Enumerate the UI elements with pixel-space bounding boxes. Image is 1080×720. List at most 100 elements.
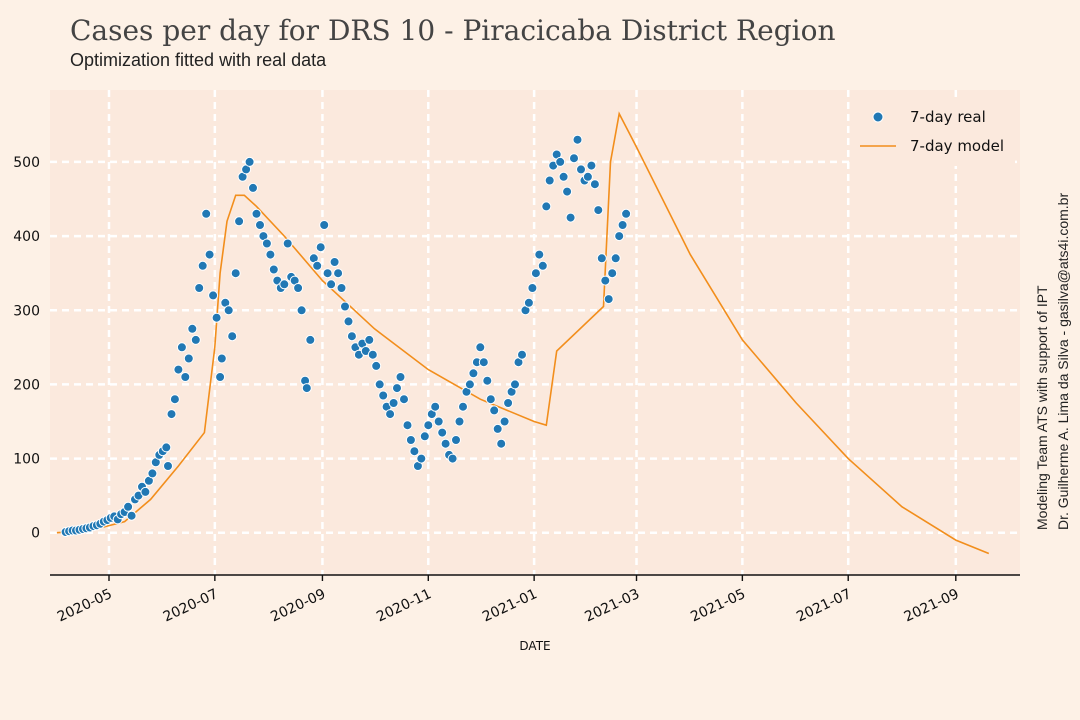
real-data-point (458, 401, 468, 412)
real-data-point (374, 379, 385, 390)
real-data-point (265, 249, 276, 260)
real-data-point (336, 283, 347, 293)
y-tick-label: 200 (13, 377, 40, 393)
real-data-point (423, 420, 434, 431)
real-data-point (244, 156, 255, 167)
x-tick-label: 2020-11 (374, 586, 434, 625)
real-data-point (478, 357, 489, 368)
chart-subtitle: Optimization fitted with real data (70, 50, 327, 70)
x-axis-label: DATE (519, 639, 550, 653)
real-data-point (367, 349, 378, 360)
real-data-point (173, 364, 184, 375)
real-data-point (440, 438, 451, 449)
legend-label-real: 7-day real (910, 108, 986, 126)
real-data-point (451, 435, 461, 445)
real-data-point (315, 242, 326, 253)
real-data-point (503, 398, 514, 408)
legend-box (850, 100, 1015, 166)
x-tick-label: 2021-09 (902, 586, 962, 625)
real-series (60, 134, 632, 537)
real-data-point (223, 305, 234, 316)
y-axis-ticks: 0 100 200 300 400 500 (13, 155, 40, 542)
real-data-point (544, 175, 555, 186)
real-data-point (399, 394, 409, 405)
real-data-point (433, 416, 444, 427)
legend: 7-day real 7-day model (850, 100, 1015, 166)
real-data-point (565, 212, 576, 223)
real-data-point (268, 264, 279, 275)
real-data-point (395, 372, 406, 382)
real-data-point (176, 342, 187, 353)
real-data-point (454, 416, 465, 427)
real-data-point (204, 249, 215, 260)
real-data-point (147, 468, 158, 479)
real-data-point (447, 453, 458, 464)
y-tick-label: 100 (13, 452, 40, 468)
real-data-point (482, 375, 493, 386)
x-axis-ticks: 2020-05 2020-07 2020-09 2020-11 2021-01 2021-… (55, 575, 962, 625)
real-data-point (216, 353, 227, 364)
x-tick-label: 2020-09 (268, 586, 328, 625)
real-data-point (576, 164, 586, 175)
real-data-point (248, 182, 258, 193)
real-data-point (541, 201, 552, 212)
real-data-point (572, 134, 583, 145)
real-data-point (593, 205, 604, 216)
real-data-point (333, 268, 344, 279)
legend-marker-real (872, 111, 884, 123)
real-data-point (464, 379, 475, 390)
real-data-point (293, 283, 304, 293)
real-data-point (187, 323, 198, 334)
real-data-point (523, 297, 534, 308)
real-data-point (340, 301, 350, 312)
real-data-point (364, 334, 375, 345)
real-data-point (586, 160, 597, 171)
real-data-point (537, 260, 548, 271)
real-data-point (496, 438, 507, 449)
legend-label-model: 7-day model (910, 137, 1004, 155)
real-data-point (190, 334, 201, 345)
x-tick-label: 2020-05 (55, 586, 115, 625)
x-tick-label: 2021-01 (480, 586, 540, 625)
real-data-point (499, 416, 510, 427)
real-data-point (555, 156, 566, 167)
real-data-point (489, 405, 500, 416)
real-data-point (166, 409, 177, 420)
real-data-point (468, 368, 479, 379)
real-data-point (388, 398, 399, 408)
real-data-point (343, 316, 354, 327)
real-data-point (183, 353, 194, 364)
real-data-point (371, 360, 382, 371)
real-data-point (492, 423, 503, 434)
real-data-point (621, 208, 632, 219)
credits: Modeling Team ATS with support of IPT Dr… (1034, 193, 1071, 530)
real-data-point (215, 372, 226, 382)
real-data-point (201, 208, 212, 219)
y-tick-label: 400 (13, 229, 40, 245)
real-data-point (607, 268, 618, 279)
real-data-point (319, 220, 330, 230)
real-data-point (527, 283, 538, 293)
real-data-point (296, 305, 307, 316)
real-data-point (211, 312, 222, 323)
real-data-point (600, 275, 611, 286)
real-data-point (234, 216, 245, 227)
chart-title: Cases per day for DRS 10 - Piracicaba Di… (70, 14, 836, 47)
model-series (56, 111, 990, 555)
real-data-point (596, 253, 607, 264)
real-data-point (123, 501, 134, 512)
y-tick-label: 0 (31, 526, 40, 542)
real-data-point (312, 260, 323, 271)
real-data-point (617, 220, 628, 230)
real-data-point (169, 394, 180, 405)
real-data-point (409, 446, 420, 457)
real-data-point (163, 461, 173, 471)
real-data-point (569, 153, 579, 164)
real-data-point (140, 486, 151, 497)
real-data-point (402, 420, 413, 431)
real-data-point (582, 171, 593, 182)
real-data-point (534, 249, 545, 260)
real-data-point (227, 331, 238, 342)
credit-line-1: Modeling Team ATS with support of IPT (1034, 285, 1050, 530)
